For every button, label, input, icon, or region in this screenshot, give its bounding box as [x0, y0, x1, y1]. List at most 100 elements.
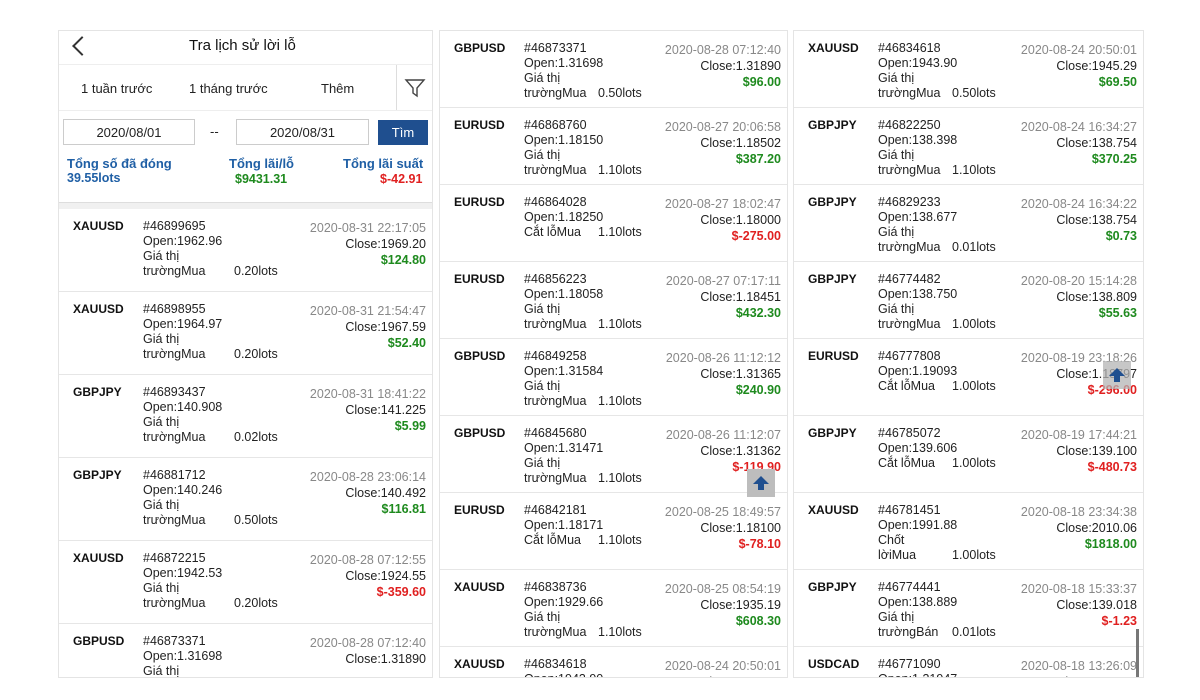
tab-1-month[interactable]: 1 tháng trước — [189, 81, 268, 96]
lots: 1.00lots — [952, 317, 996, 331]
date-separator: -- — [210, 124, 219, 139]
lots: 0.20lots — [234, 596, 278, 610]
trade-row[interactable]: EURUSD #46856223 Open:1.18058 Giá thị tr… — [440, 262, 787, 339]
open-price: Open:1942.53 — [143, 566, 223, 580]
order-type: Cắt lỗMua — [878, 379, 935, 393]
filter-button[interactable] — [396, 65, 432, 110]
close-time: 2020-08-27 07:17:11 — [665, 274, 781, 288]
order-type-2: trườngMua — [143, 596, 206, 610]
trade-row[interactable]: GBPUSD #46873371 Open:1.31698 Giá thị tr… — [440, 31, 787, 108]
trade-row[interactable]: XAUUSD #46898955 Open:1964.97 Giá thị tr… — [59, 292, 432, 375]
search-button[interactable]: Tìm — [378, 120, 428, 145]
close-price: Close:1935.19 — [700, 598, 781, 612]
open-price: Open:138.889 — [878, 595, 958, 609]
tab-more[interactable]: Thêm — [321, 81, 355, 96]
order-type: Giá thị — [143, 664, 180, 678]
trade-row[interactable]: EURUSD #46868760 Open:1.18150 Giá thị tr… — [440, 108, 787, 185]
trade-row[interactable]: GBPJPY #46822250 Open:138.398 Giá thị tr… — [794, 108, 1143, 185]
close-price: Close:1.31365 — [700, 367, 781, 381]
scrollbar[interactable] — [1136, 629, 1139, 677]
profit-loss: $124.80 — [380, 253, 426, 267]
header-bar: Tra lịch sử lời lỗ — [59, 31, 432, 65]
scroll-top-button-2[interactable] — [1103, 361, 1131, 389]
order-type: Giá thị — [878, 148, 915, 162]
symbol: EURUSD — [454, 272, 505, 286]
tab-1-week[interactable]: 1 tuần trước — [81, 81, 153, 96]
lots: 0.50lots — [952, 86, 996, 100]
profit-loss: $96.00 — [742, 75, 781, 89]
open-price: Open:1.31698 — [143, 649, 223, 663]
trade-row[interactable]: GBPJPY #46881712 Open:140.246 Giá thị tr… — [59, 458, 432, 541]
order-type: Giá thị — [143, 332, 180, 346]
chevron-left-icon[interactable] — [72, 36, 92, 56]
close-time: 2020-08-20 15:14:28 — [1020, 274, 1137, 288]
order-id: #46893437 — [143, 385, 206, 399]
order-id: #46785072 — [878, 426, 941, 440]
trade-row[interactable]: USDCAD #46771090 Open:1.31947 Giá thị 20… — [794, 647, 1143, 677]
open-price: Open:1962.96 — [143, 234, 223, 248]
order-id: #46881712 — [143, 468, 206, 482]
trade-row[interactable]: EURUSD #46777808 Open:1.19093 Cắt lỗMua … — [794, 339, 1143, 416]
date-to-field[interactable]: 2020/08/31 — [236, 119, 369, 145]
trade-row[interactable]: GBPUSD #46845680 Open:1.31471 Giá thị tr… — [440, 416, 787, 493]
trade-row[interactable]: GBPJPY #46774441 Open:138.889 Giá thị tr… — [794, 570, 1143, 647]
scroll-top-button[interactable] — [747, 469, 775, 497]
trade-row[interactable]: XAUUSD #46872215 Open:1942.53 Giá thị tr… — [59, 541, 432, 624]
open-price: Open:1.31698 — [524, 56, 604, 70]
trade-row[interactable]: XAUUSD #46834618 Open:1943.90 Giá thị 20… — [440, 647, 787, 677]
order-id: #46829233 — [878, 195, 941, 209]
close-time: 2020-08-25 18:49:57 — [664, 505, 781, 519]
profit-loss: $608.30 — [735, 614, 781, 628]
interest-label: Tổng lãi suất — [343, 156, 424, 171]
symbol: XAUUSD — [454, 657, 505, 671]
close-price: Close:139.018 — [1056, 598, 1137, 612]
history-panel-3: XAUUSD #46834618 Open:1943.90 Giá thị tr… — [793, 30, 1144, 678]
date-from-field[interactable]: 2020/08/01 — [63, 119, 195, 145]
close-time: 2020-08-27 20:06:58 — [664, 120, 781, 134]
trade-row[interactable]: GBPJPY #46774482 Open:138.750 Giá thị tr… — [794, 262, 1143, 339]
order-type: Giá thị — [878, 302, 915, 316]
lots: 0.50lots — [234, 513, 278, 527]
order-id: #46781451 — [878, 503, 941, 517]
symbol: EURUSD — [454, 118, 505, 132]
order-type: Giá thị — [143, 581, 180, 595]
trade-row[interactable]: XAUUSD #46781451 Open:1991.88 Chốt lờiMu… — [794, 493, 1143, 570]
trade-row[interactable]: GBPJPY #46893437 Open:140.908 Giá thị tr… — [59, 375, 432, 458]
lots: 0.02lots — [234, 430, 278, 444]
pl-value: $9431.31 — [235, 172, 288, 186]
close-time: 2020-08-18 13:26:09 — [1020, 659, 1137, 673]
lots: 1.10lots — [598, 394, 642, 408]
lots: 1.10lots — [598, 625, 642, 639]
order-type: Giá thị — [878, 71, 915, 85]
order-type-2: trườngMua — [143, 513, 206, 527]
trade-row[interactable]: GBPUSD #46873371 Open:1.31698 Giá thị 20… — [59, 624, 432, 678]
lots: 1.10lots — [598, 163, 642, 177]
order-type-2: trườngMua — [878, 163, 941, 177]
order-type: Giá thị — [143, 415, 180, 429]
profit-loss: $5.99 — [394, 419, 426, 433]
close-price: Close:1945.29 — [1056, 59, 1137, 73]
open-price: Open:1943.90 — [878, 56, 958, 70]
order-id: #46864028 — [524, 195, 587, 209]
pl-label: Tổng lãi/lỗ — [229, 156, 294, 171]
trade-row[interactable]: EURUSD #46842181 Open:1.18171 Cắt lỗMua … — [440, 493, 787, 570]
trade-row[interactable]: XAUUSD #46899695 Open:1962.96 Giá thị tr… — [59, 209, 432, 292]
open-price: Open:1.19093 — [878, 364, 958, 378]
order-id: #46834618 — [878, 41, 941, 55]
trade-row[interactable]: XAUUSD #46838736 Open:1929.66 Giá thị tr… — [440, 570, 787, 647]
order-id: #46842181 — [524, 503, 587, 517]
lots: 0.20lots — [234, 347, 278, 361]
trade-row[interactable]: GBPUSD #46849258 Open:1.31584 Giá thị tr… — [440, 339, 787, 416]
profit-loss: $-78.10 — [738, 537, 781, 551]
order-type: Chốt — [878, 533, 905, 547]
symbol: GBPJPY — [73, 385, 122, 399]
symbol: GBPUSD — [454, 349, 506, 363]
trade-row[interactable]: EURUSD #46864028 Open:1.18250 Cắt lỗMua … — [440, 185, 787, 262]
close-time: 2020-08-31 21:54:47 — [309, 304, 426, 318]
trade-row[interactable]: GBPJPY #46829233 Open:138.677 Giá thị tr… — [794, 185, 1143, 262]
order-type-2: trườngBán — [878, 625, 939, 639]
trade-row[interactable]: GBPJPY #46785072 Open:139.606 Cắt lỗMua … — [794, 416, 1143, 493]
trade-row[interactable]: XAUUSD #46834618 Open:1943.90 Giá thị tr… — [794, 31, 1143, 108]
symbol: GBPJPY — [73, 468, 122, 482]
close-price: Close:139.100 — [1056, 444, 1137, 458]
